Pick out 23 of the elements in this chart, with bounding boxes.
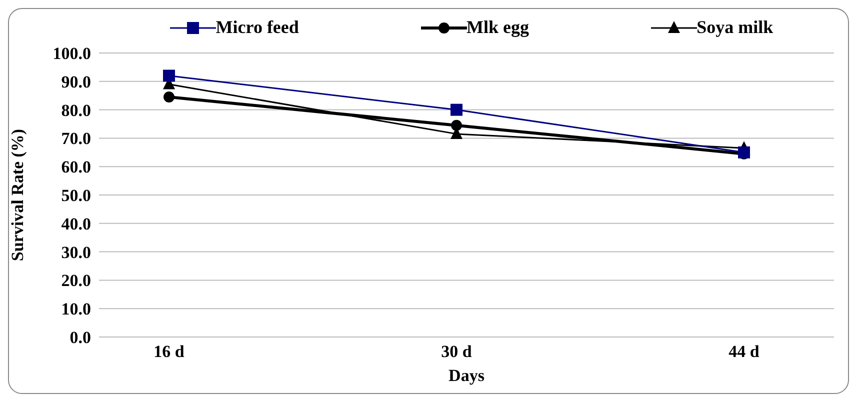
y-tick-label: 80.0 — [61, 100, 91, 120]
y-tick-label: 60.0 — [61, 158, 91, 177]
x-tick-label: 30 d — [441, 342, 472, 362]
y-tick-label: 50.0 — [61, 186, 91, 206]
y-tick-label: 30.0 — [61, 242, 91, 262]
y-tick-label: 90.0 — [61, 72, 91, 92]
y-tick-label: 100.0 — [52, 44, 91, 64]
x-axis-title: Days — [448, 366, 485, 385]
x-tick-label: 16 d — [154, 342, 185, 362]
y-tick-label: 10.0 — [61, 300, 91, 319]
point — [450, 104, 462, 116]
legend-label: Micro feed — [214, 17, 299, 38]
y-axis-title: Survival Rate (%) — [8, 128, 28, 262]
point — [451, 120, 462, 131]
legend-label: Mlk egg — [466, 17, 530, 38]
x-tick-label: 44 d — [728, 342, 760, 362]
point — [163, 70, 175, 82]
y-tick-label: 40.0 — [61, 214, 91, 234]
legend-label: Soya milk — [696, 17, 774, 38]
y-tick-label: 20.0 — [61, 271, 91, 290]
y-tick-label: 70.0 — [61, 129, 91, 148]
point — [164, 92, 174, 103]
y-tick-label: 0.0 — [70, 328, 91, 348]
